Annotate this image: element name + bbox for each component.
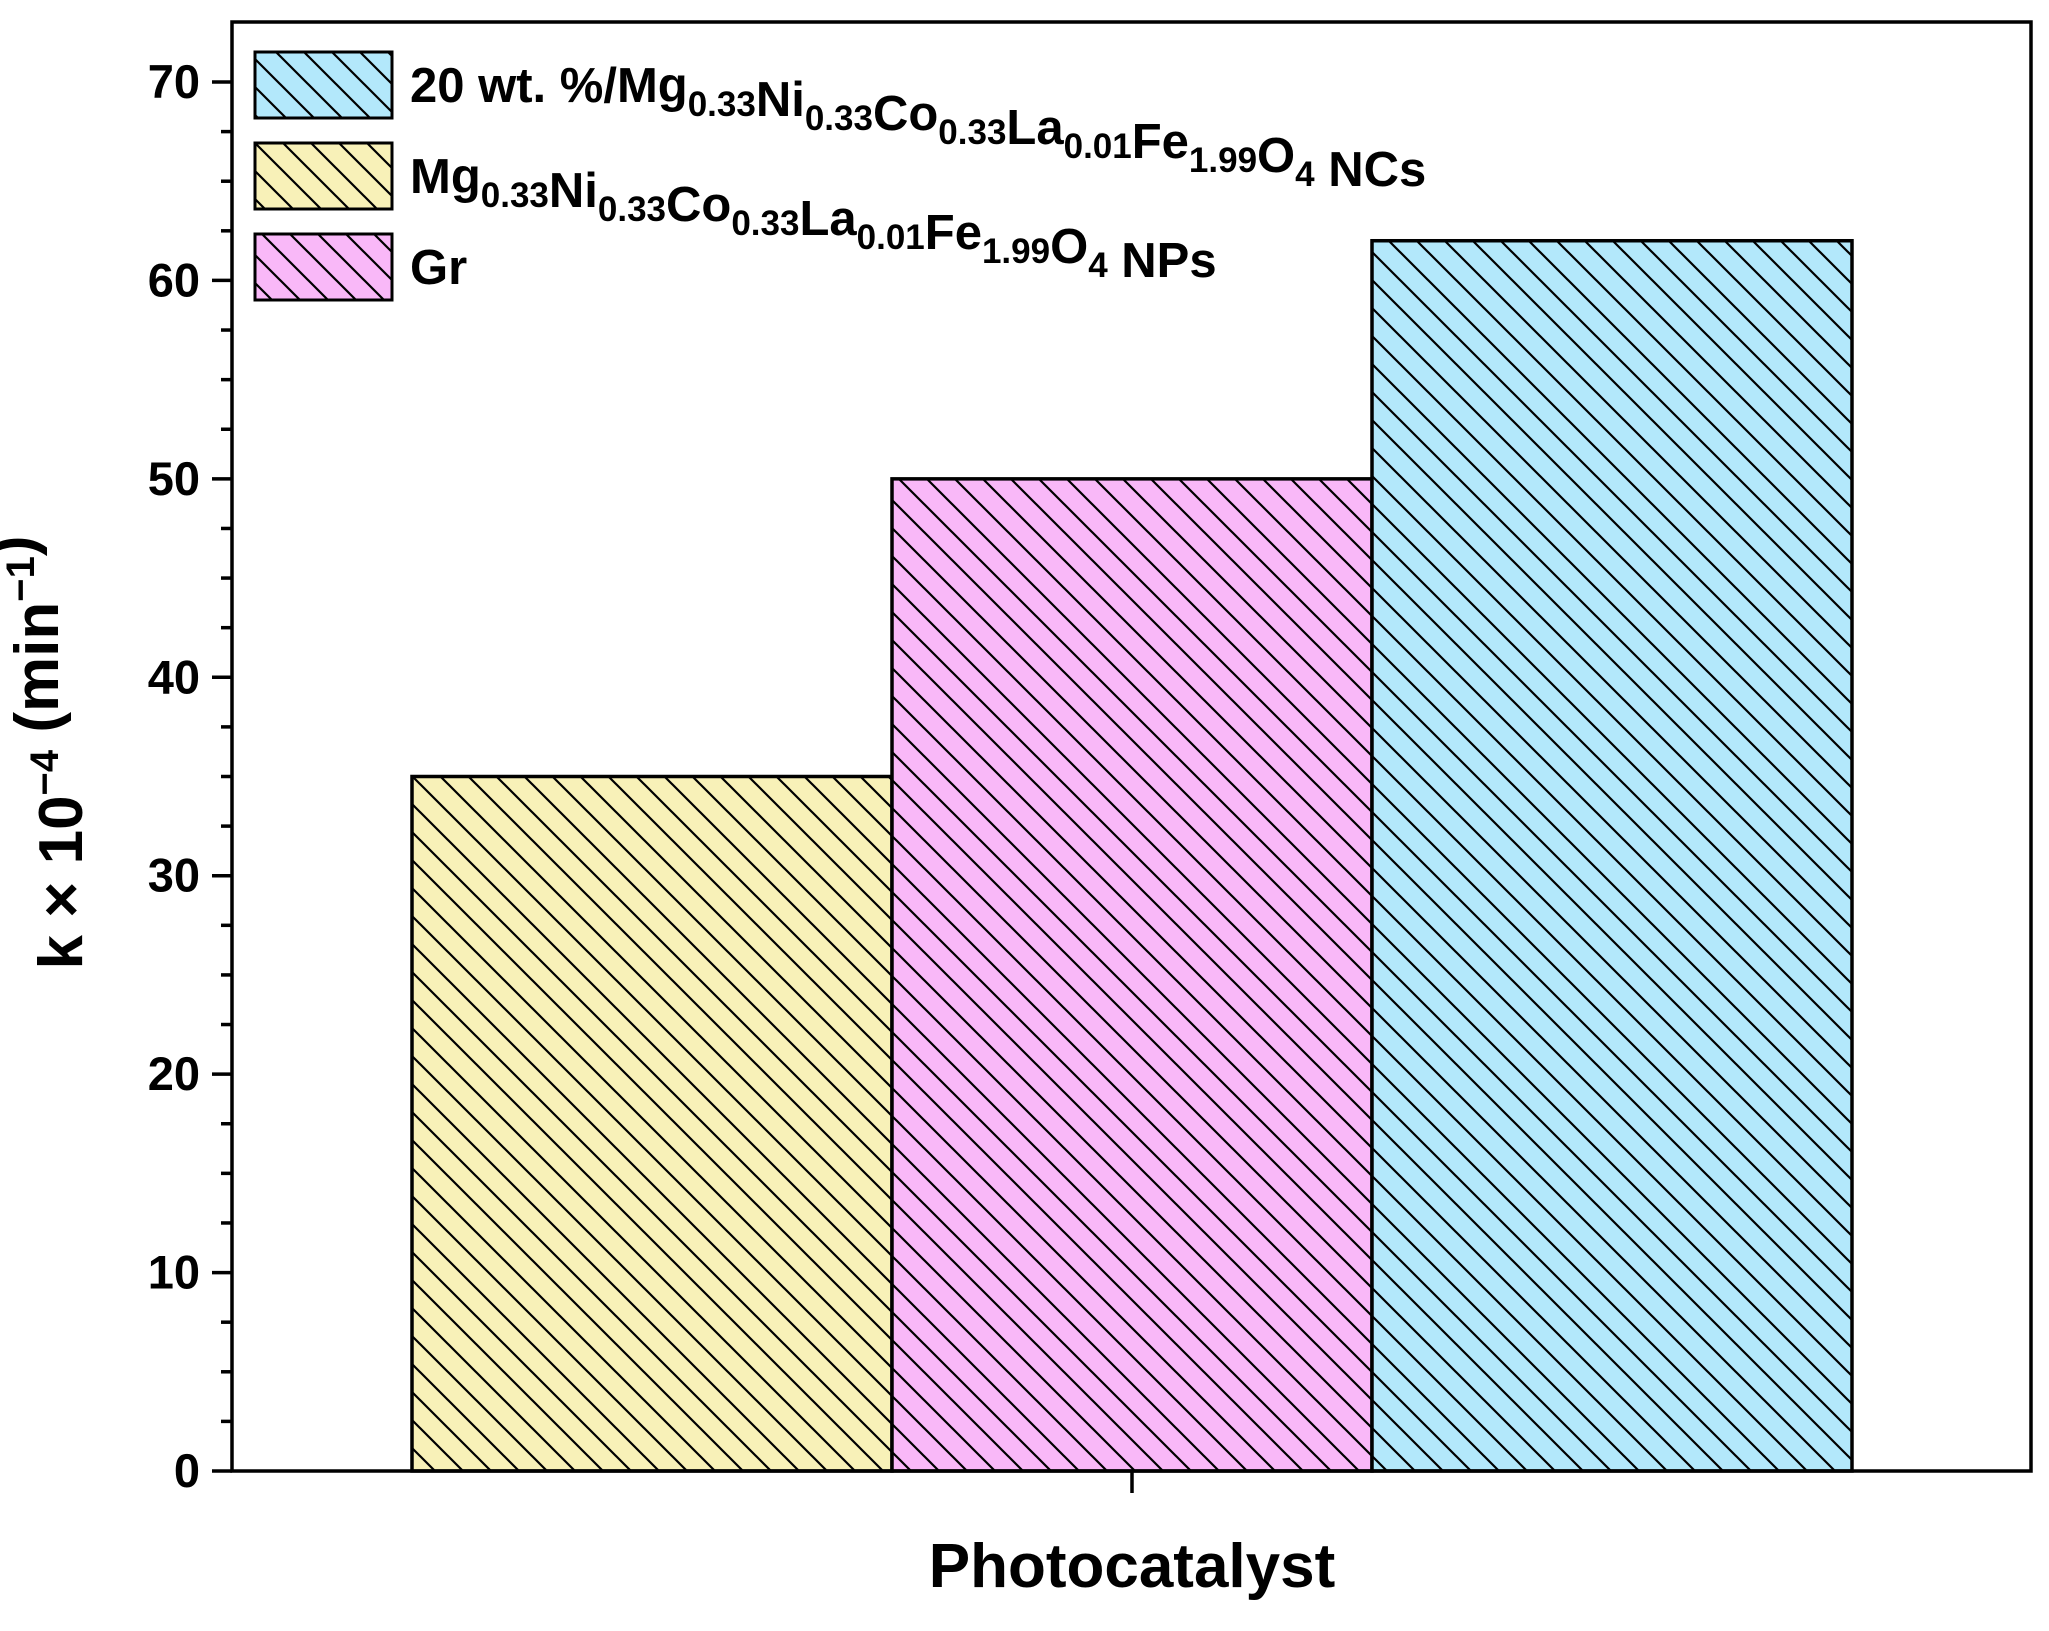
y-tick-label: 20 xyxy=(148,1047,200,1100)
legend: 20 wt. %/Mg0.33Ni0.33Co0.33La0.01Fe1.99O… xyxy=(253,50,1426,302)
legend-text-part: Fe xyxy=(1132,115,1189,169)
legend-subscript: 0.01 xyxy=(857,218,925,257)
legend-swatch-ncs xyxy=(253,50,394,120)
legend-text-part: O xyxy=(1050,220,1088,274)
legend-subscript: 4 xyxy=(1295,155,1315,194)
legend-text-part: NPs xyxy=(1108,234,1217,288)
y-tick-label: 70 xyxy=(148,55,200,108)
legend-text-part: Ni xyxy=(549,164,598,218)
legend-text-part: Co xyxy=(873,87,938,141)
bars-group xyxy=(410,238,1854,1473)
y-axis-ticks: 0 10 20 30 40 50 60 70 xyxy=(148,55,232,1497)
legend-subscript: 4 xyxy=(1088,246,1108,285)
legend-subscript: 1.99 xyxy=(1189,141,1257,180)
y-axis-label-part: ) xyxy=(0,535,48,556)
legend-subscript: 0.33 xyxy=(481,176,549,215)
y-axis-label-superscript: −1 xyxy=(0,556,43,602)
legend-swatch-nps xyxy=(253,141,394,211)
legend-text-part: O xyxy=(1257,129,1295,183)
legend-subscript: 0.33 xyxy=(731,204,799,243)
y-tick-label: 60 xyxy=(148,253,200,306)
legend-subscript: 0.33 xyxy=(598,190,666,229)
bar-gr xyxy=(890,477,1374,1473)
legend-text-part: NCs xyxy=(1315,143,1427,197)
legend-text-part: Gr xyxy=(410,241,467,295)
y-tick-label: 40 xyxy=(148,650,200,703)
y-tick-label: 10 xyxy=(148,1246,200,1299)
legend-text-part: La xyxy=(1006,101,1064,155)
legend-subscript: 0.33 xyxy=(938,113,1006,152)
y-axis-label: k × 10−4 (min−1) xyxy=(0,535,96,969)
legend-swatch-gr xyxy=(253,232,394,302)
legend-text-part: Mg xyxy=(410,150,481,204)
legend-text-part: Fe xyxy=(925,206,982,260)
legend-text-part: La xyxy=(799,192,857,246)
legend-label-gr: Gr xyxy=(410,241,467,295)
y-axis-label-superscript: −4 xyxy=(23,749,67,795)
x-axis-label: Photocatalyst xyxy=(929,1532,1336,1601)
legend-label-ncs: 20 wt. %/Mg0.33Ni0.33Co0.33La0.01Fe1.99O… xyxy=(410,59,1426,197)
legend-text-part: 20 wt. %/Mg xyxy=(410,59,688,113)
legend-subscript: 0.33 xyxy=(805,99,873,138)
legend-label-nps: Mg0.33Ni0.33Co0.33La0.01Fe1.99O4 NPs xyxy=(410,150,1217,288)
bar-nps xyxy=(410,774,894,1473)
legend-subscript: 1.99 xyxy=(982,232,1050,271)
y-axis-label-part: k × 10 xyxy=(27,795,96,969)
y-axis-label-part: (min xyxy=(3,602,72,750)
y-tick-label: 50 xyxy=(148,452,200,505)
y-tick-label: 30 xyxy=(148,849,200,902)
legend-subscript: 0.01 xyxy=(1064,127,1132,166)
y-tick-label: 0 xyxy=(174,1444,200,1497)
bar-ncs xyxy=(1370,238,1854,1473)
legend-text-part: Ni xyxy=(756,73,805,127)
legend-text-part: Co xyxy=(666,178,731,232)
legend-subscript: 0.33 xyxy=(688,85,756,124)
